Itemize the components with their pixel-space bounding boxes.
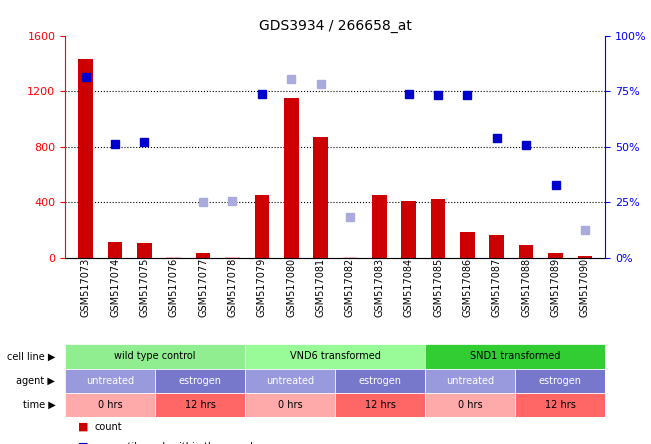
Bar — [460, 232, 475, 258]
Text: 0 hrs: 0 hrs — [278, 400, 303, 410]
Text: 0 hrs: 0 hrs — [98, 400, 122, 410]
Text: wild type control: wild type control — [115, 351, 196, 361]
Title: GDS3934 / 266658_at: GDS3934 / 266658_at — [259, 19, 411, 33]
Text: GSM517078: GSM517078 — [227, 258, 238, 317]
Text: percentile rank within the sample: percentile rank within the sample — [94, 442, 259, 444]
Bar — [372, 195, 387, 258]
Text: estrogen: estrogen — [539, 376, 582, 386]
Bar — [167, 257, 181, 258]
Text: GSM517073: GSM517073 — [81, 258, 90, 317]
Text: agent ▶: agent ▶ — [16, 376, 55, 386]
Text: untreated: untreated — [266, 376, 314, 386]
Bar — [255, 195, 270, 258]
Text: 12 hrs: 12 hrs — [545, 400, 576, 410]
Bar — [516, 393, 605, 417]
Text: time ▶: time ▶ — [23, 400, 55, 410]
Bar — [577, 256, 592, 258]
Text: 0 hrs: 0 hrs — [458, 400, 482, 410]
Text: GSM517082: GSM517082 — [345, 258, 355, 317]
Bar — [548, 254, 563, 258]
Text: untreated: untreated — [86, 376, 134, 386]
Bar — [342, 257, 357, 258]
Text: GSM517080: GSM517080 — [286, 258, 296, 317]
Text: GSM517075: GSM517075 — [139, 258, 149, 317]
Text: ■: ■ — [78, 422, 89, 432]
Bar — [284, 98, 299, 258]
Bar — [313, 137, 328, 258]
Bar — [335, 369, 425, 393]
Text: GSM517076: GSM517076 — [169, 258, 179, 317]
Text: estrogen: estrogen — [178, 376, 222, 386]
Text: 12 hrs: 12 hrs — [365, 400, 396, 410]
Bar — [245, 344, 425, 369]
Bar — [155, 369, 245, 393]
Bar — [155, 393, 245, 417]
Bar — [519, 245, 533, 258]
Text: estrogen: estrogen — [359, 376, 402, 386]
Text: GSM517083: GSM517083 — [374, 258, 384, 317]
Bar — [335, 393, 425, 417]
Text: count: count — [94, 422, 122, 432]
Bar — [65, 393, 155, 417]
Bar — [65, 344, 245, 369]
Text: GSM517081: GSM517081 — [316, 258, 326, 317]
Text: untreated: untreated — [447, 376, 494, 386]
Bar — [225, 257, 240, 258]
Bar — [196, 253, 210, 258]
Text: cell line ▶: cell line ▶ — [7, 351, 55, 361]
Bar — [431, 199, 445, 258]
Text: GSM517086: GSM517086 — [462, 258, 473, 317]
Bar — [425, 369, 516, 393]
Bar — [425, 344, 605, 369]
Text: GSM517084: GSM517084 — [404, 258, 413, 317]
Bar — [245, 393, 335, 417]
Text: GSM517088: GSM517088 — [521, 258, 531, 317]
Text: GSM517087: GSM517087 — [492, 258, 502, 317]
Bar — [107, 242, 122, 258]
Bar — [245, 369, 335, 393]
Text: GSM517079: GSM517079 — [257, 258, 267, 317]
Text: ■: ■ — [78, 442, 89, 444]
Text: VND6 transformed: VND6 transformed — [290, 351, 381, 361]
Bar — [401, 201, 416, 258]
Text: GSM517077: GSM517077 — [198, 258, 208, 317]
Bar — [490, 235, 504, 258]
Text: GSM517074: GSM517074 — [110, 258, 120, 317]
Bar — [425, 393, 516, 417]
Text: GSM517090: GSM517090 — [580, 258, 590, 317]
Text: SND1 transformed: SND1 transformed — [470, 351, 561, 361]
Bar — [137, 243, 152, 258]
Bar — [78, 59, 93, 258]
Text: GSM517085: GSM517085 — [433, 258, 443, 317]
Text: GSM517089: GSM517089 — [551, 258, 561, 317]
Bar — [516, 369, 605, 393]
Bar — [65, 369, 155, 393]
Text: 12 hrs: 12 hrs — [185, 400, 215, 410]
